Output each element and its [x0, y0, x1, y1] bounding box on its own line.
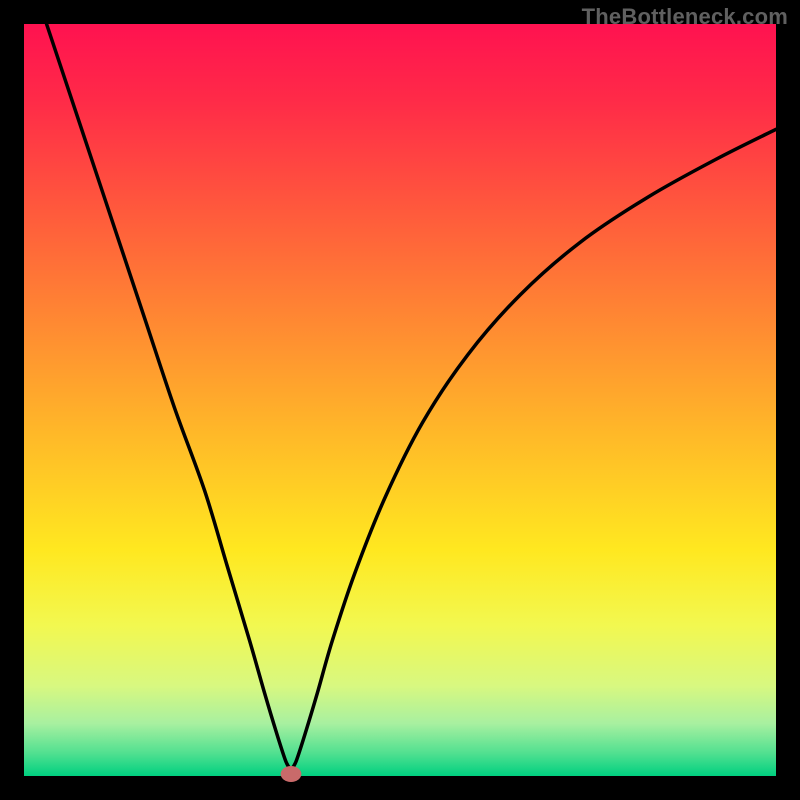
chart-frame: TheBottleneck.com	[0, 0, 800, 800]
optimal-point-marker	[281, 766, 302, 782]
bottleneck-curve	[0, 0, 800, 800]
watermark-text: TheBottleneck.com	[582, 4, 788, 30]
